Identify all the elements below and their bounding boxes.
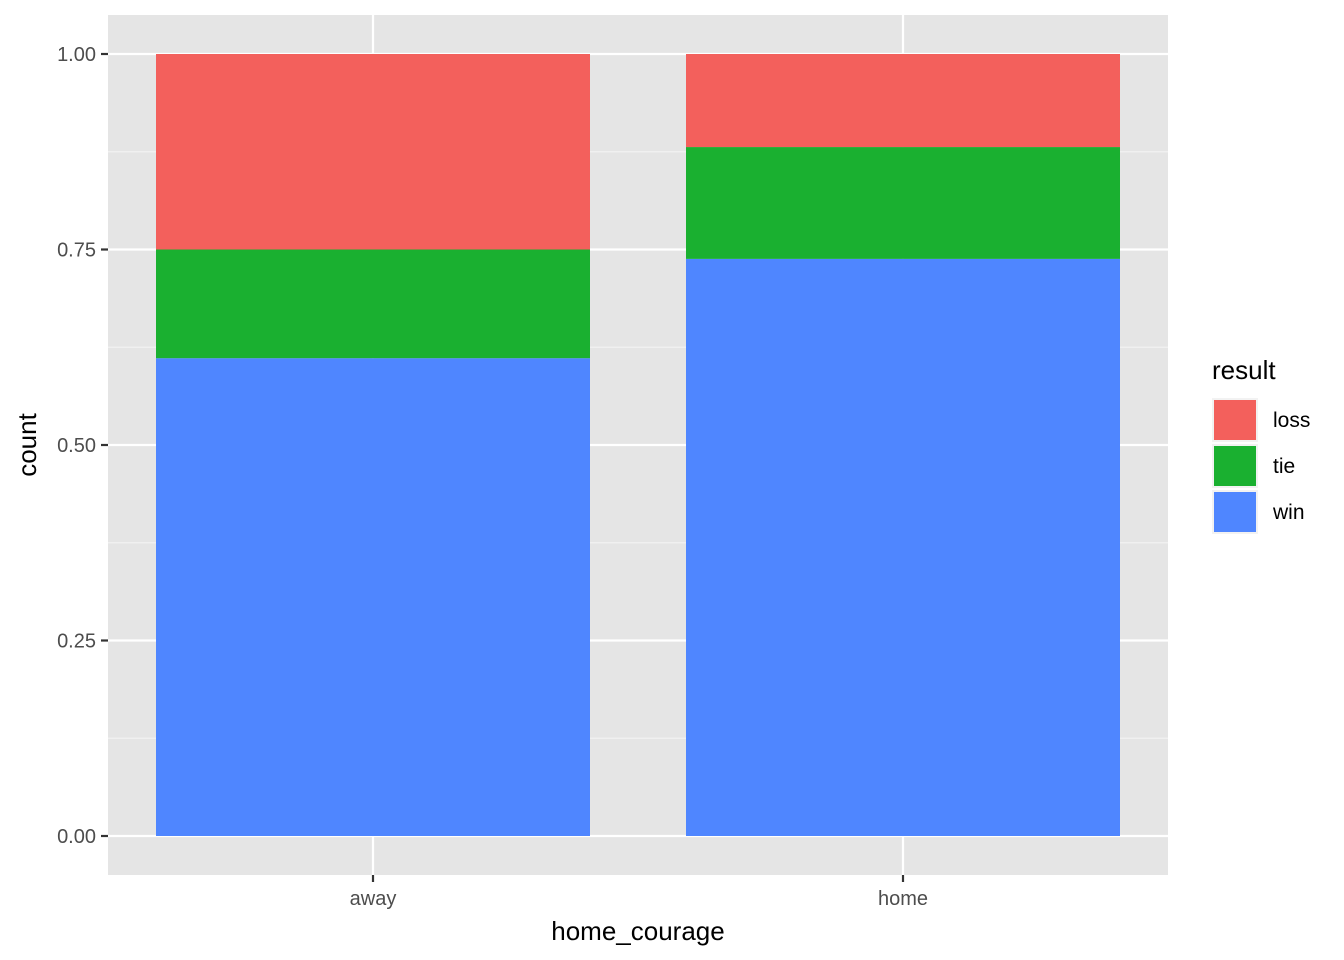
legend-label-loss: loss — [1273, 409, 1310, 432]
bar-home-loss — [686, 54, 1120, 148]
y-tick-label: 0.00 — [57, 826, 96, 848]
y-axis: 0.00 0.25 0.50 0.75 1.00 — [57, 44, 108, 848]
bar-away-win — [156, 358, 590, 836]
y-tick-label: 0.50 — [57, 435, 96, 457]
x-tick-label: home — [878, 888, 928, 910]
y-tick-label: 1.00 — [57, 44, 96, 66]
bar-home-win — [686, 258, 1120, 836]
legend-label-win: win — [1272, 501, 1305, 524]
legend-title: result — [1212, 355, 1276, 385]
legend-key-win — [1214, 492, 1256, 532]
bar-away-loss — [156, 54, 590, 250]
legend-label-tie: tie — [1273, 455, 1295, 478]
x-axis: away home — [350, 875, 928, 910]
legend: result loss tie win — [1212, 355, 1310, 534]
bars — [156, 54, 1120, 836]
legend-key-loss — [1214, 400, 1256, 440]
y-tick-label: 0.75 — [57, 240, 96, 262]
x-axis-title: home_courage — [551, 916, 724, 946]
bar-home-tie — [686, 147, 1120, 259]
bar-away-tie — [156, 249, 590, 359]
x-tick-label: away — [350, 888, 397, 910]
y-axis-title: count — [12, 412, 42, 476]
legend-key-tie — [1214, 446, 1256, 486]
y-tick-label: 0.25 — [57, 631, 96, 653]
